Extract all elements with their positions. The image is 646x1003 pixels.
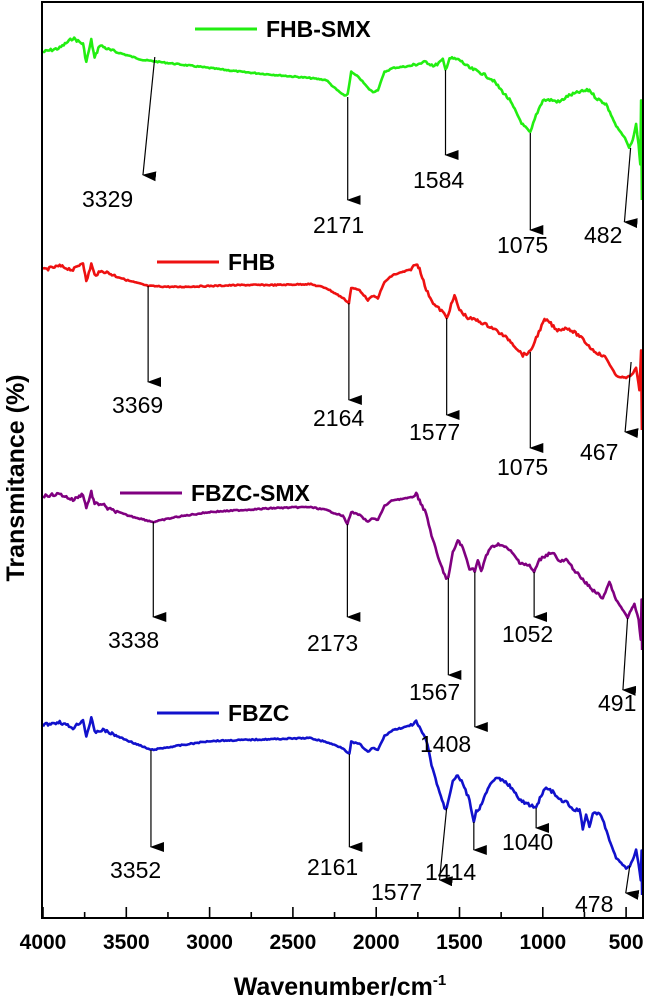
- peak-annotation: 2173: [307, 524, 361, 656]
- peak-annotation: 1075: [497, 352, 548, 480]
- series-fbzc-line: [41, 715, 644, 896]
- peak-label: 482: [584, 222, 622, 248]
- arrow: [624, 361, 639, 439]
- peak-label: 467: [580, 439, 618, 465]
- legend-label: FHB-SMX: [266, 16, 371, 42]
- series-layer: [41, 36, 644, 896]
- x-tick-label: 3000: [186, 931, 233, 954]
- peak-annotation: 2171: [313, 97, 364, 238]
- legend-item-fhb: FHB: [157, 249, 275, 275]
- arrow: [141, 56, 157, 182]
- legend-label: FHB: [228, 249, 275, 275]
- peak-label: 1040: [502, 829, 553, 855]
- peak-annotation: 2164: [313, 303, 364, 431]
- legend: FHB-SMX FHB FBZC-SMX FBZC: [120, 16, 371, 726]
- peak-annotation: 3338: [108, 522, 167, 653]
- peak-label: 1577: [409, 419, 460, 445]
- peak-annotation: 1408: [420, 572, 488, 757]
- x-tick-label: 3500: [103, 931, 150, 954]
- series-fhb-line: [42, 262, 644, 431]
- peak-annotation: 1584: [413, 70, 464, 193]
- legend-label: FBZC: [228, 700, 289, 726]
- peak-annotation: 2161: [307, 754, 363, 880]
- arrow: [438, 807, 453, 887]
- peak-label: 478: [575, 891, 613, 917]
- peak-label: 2161: [307, 854, 358, 880]
- peak-label: 1414: [425, 859, 476, 885]
- series-fbzc-smx-line: [42, 489, 644, 651]
- x-tick-label: 1000: [519, 931, 566, 954]
- legend-item-fbzc: FBZC: [157, 700, 289, 726]
- peak-annotation: 3329: [82, 56, 157, 212]
- peak-label: 2164: [313, 405, 364, 431]
- peak-label: 3352: [110, 857, 161, 883]
- peak-annotation: 1567: [409, 578, 462, 705]
- x-tick-label: 2000: [353, 931, 400, 954]
- x-axis-ticks: 4000 3500 3000 2500 2000 1500 1000 500: [20, 907, 644, 954]
- peak-annotation: 3352: [110, 750, 164, 883]
- arrow: [624, 865, 640, 900]
- peak-annotation: 1040: [502, 808, 553, 855]
- peak-label: 491: [598, 690, 636, 716]
- peak-label: 3329: [82, 186, 133, 212]
- peak-annotation: 3369: [112, 286, 163, 418]
- peak-annotation: 491: [598, 617, 637, 716]
- x-tick-label: 2500: [270, 931, 317, 954]
- y-axis-title: Transmitance (%): [2, 374, 30, 581]
- peak-label: 3338: [108, 627, 159, 653]
- peak-label: 1567: [409, 679, 460, 705]
- peak-label: 1075: [497, 232, 548, 258]
- peak-annotation: 1052: [502, 572, 553, 647]
- peak-label: 1075: [497, 454, 548, 480]
- peak-label: 2173: [307, 630, 358, 656]
- legend-label: FBZC-SMX: [191, 480, 310, 506]
- peak-annotations: 3329 2171 1584 1075 482 3369 2164 1577 1075 467 33…: [82, 56, 640, 917]
- peak-annotation: 1414: [425, 822, 487, 885]
- arrow: [621, 617, 637, 696]
- legend-item-fhb-smx: FHB-SMX: [195, 16, 371, 42]
- x-tick-label: 1500: [436, 931, 483, 954]
- peak-label: 1577: [371, 879, 422, 905]
- peak-label: 3369: [112, 392, 163, 418]
- peak-annotation: 467: [580, 361, 639, 465]
- peak-label: 1584: [413, 167, 464, 193]
- arrow: [623, 147, 638, 229]
- legend-item-fbzc-smx: FBZC-SMX: [120, 480, 310, 506]
- peak-annotation: 478: [575, 865, 640, 917]
- peak-annotation: 1075: [497, 133, 548, 258]
- x-axis-title: Wavenumber/cm-1: [234, 972, 446, 1001]
- peak-label: 1408: [420, 731, 471, 757]
- x-tick-label: 500: [609, 931, 644, 954]
- plot-frame: [41, 1, 644, 919]
- peak-annotation: 482: [584, 147, 638, 248]
- series-fhb-smx-line: [42, 36, 644, 201]
- x-axis-title-text: Wavenumber/cm: [234, 973, 433, 1001]
- x-tick-label: 4000: [20, 931, 67, 954]
- x-axis-title-sup: -1: [433, 972, 446, 989]
- peak-label: 1052: [502, 621, 553, 647]
- peak-label: 2171: [313, 212, 364, 238]
- peak-annotation: 1577: [371, 807, 453, 905]
- peak-annotation: 1577: [409, 318, 460, 445]
